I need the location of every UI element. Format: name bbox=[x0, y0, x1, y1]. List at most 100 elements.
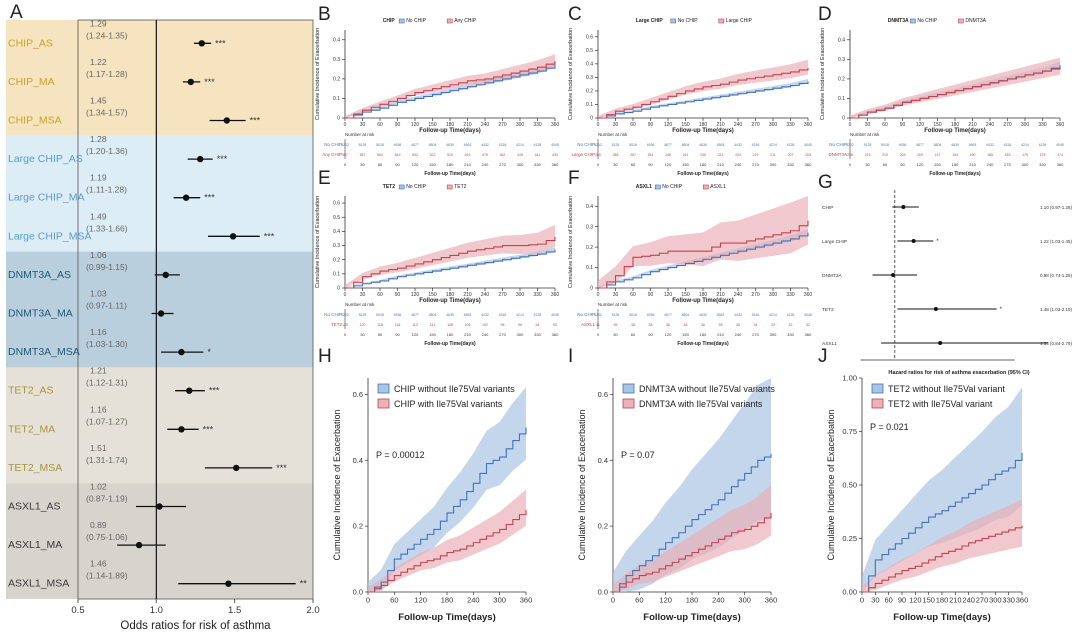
forest-significance: *** bbox=[217, 154, 228, 164]
risk-value-E: 94 bbox=[536, 323, 540, 327]
risk-value-B: 522 bbox=[430, 153, 436, 157]
forest-group-band-large bbox=[6, 135, 313, 252]
km-x-tick-label-F: 150 bbox=[681, 292, 690, 298]
forest-row-label: TET2_MSA bbox=[8, 462, 62, 474]
forest-row-or-value: 1.51 bbox=[90, 443, 107, 453]
risk-value-D: 190 bbox=[970, 153, 976, 157]
km-x-axis-label-I: Follow-up Time(days) bbox=[643, 612, 740, 623]
km-x-tick-label-F: 300 bbox=[769, 292, 778, 298]
km-legend-swatch-H bbox=[377, 383, 390, 394]
risk-x-tick-label-C: 270 bbox=[752, 162, 759, 167]
risk-x-tick-label-E: 270 bbox=[499, 332, 506, 337]
km-y-tick-label-B: 0 bbox=[337, 116, 340, 122]
km-x-tick-label-J: 300 bbox=[989, 596, 1002, 605]
km-x-tick-label-E: 360 bbox=[551, 292, 560, 298]
km-x-tick-label-B: 210 bbox=[463, 122, 472, 128]
forest-row-or-value: 1.45 bbox=[90, 96, 107, 106]
risk-value-E: 113 bbox=[412, 323, 418, 327]
risk-value-F: 4432 bbox=[734, 313, 742, 317]
hr-significance: * bbox=[1000, 307, 1003, 313]
km-x-axis-label-F: Follow-up Time(days) bbox=[672, 298, 734, 304]
km-x-tick-label-E: 30 bbox=[360, 292, 366, 298]
risk-x-tick-label-E: 240 bbox=[482, 332, 489, 337]
km-ci-band-E bbox=[345, 247, 555, 288]
km-y-tick-label-C: 0.5 bbox=[586, 48, 593, 54]
risk-x-tick-label-E: 150 bbox=[429, 332, 436, 337]
risk-value-C: 4639 bbox=[699, 143, 707, 147]
risk-value-E: 4214 bbox=[516, 313, 524, 317]
km-x-tick-label-D: 330 bbox=[1038, 122, 1047, 128]
km-x-tick-label-E: 240 bbox=[481, 292, 490, 298]
km-legend-swatch-I bbox=[622, 398, 635, 409]
km-y-tick-label-H: 0.2 bbox=[353, 522, 363, 531]
km-x-tick-label-J: 210 bbox=[949, 596, 962, 605]
risk-value-D: 4135 bbox=[1039, 143, 1047, 147]
risk-value-B: 4214 bbox=[516, 143, 524, 147]
km-y-axis-label-F: Cumulative Incidence of Exacerbation bbox=[568, 196, 574, 288]
risk-x-tick-label-D: 150 bbox=[934, 162, 941, 167]
risk-value-E: 92 bbox=[553, 323, 557, 327]
risk-x-tick-label-C: 210 bbox=[717, 162, 724, 167]
risk-value-D: 4639 bbox=[951, 143, 959, 147]
km-y-tick-label-E: 0.5 bbox=[333, 215, 340, 221]
risk-value-C: 4877 bbox=[664, 143, 672, 147]
risk-x-tick-label-E: 90 bbox=[395, 332, 400, 337]
km-y-tick-label-I: 0.0 bbox=[598, 588, 608, 597]
risk-value-C: 203 bbox=[805, 153, 811, 157]
risk-x-tick-label-D: 300 bbox=[1022, 162, 1029, 167]
km-legend-label-C: Large CHIP bbox=[726, 18, 753, 24]
km-y-axis-label-B: Cumulative Incidence of Exacerbation bbox=[315, 28, 321, 120]
forest-significance: *** bbox=[204, 77, 215, 87]
risk-x-tick-label-D: 30 bbox=[865, 162, 870, 167]
forest-row-label: DNMT3A_AS bbox=[8, 269, 71, 281]
km-y-tick-label-E: 0.3 bbox=[333, 243, 340, 249]
km-y-tick-label-B: 0.1 bbox=[333, 96, 340, 102]
risk-value-D: 185 bbox=[987, 153, 993, 157]
risk-value-C: 5018 bbox=[629, 143, 637, 147]
forest-group-band-chip bbox=[6, 20, 313, 136]
panel-letter-e: E bbox=[318, 168, 331, 189]
km-y-axis-label-E: Cumulative Incidence of Exacerbation bbox=[315, 196, 321, 288]
km-x-tick-label-C: 330 bbox=[786, 122, 795, 128]
forest-x-tick-label: 2.0 bbox=[306, 605, 319, 616]
hr-row-label: TET2 bbox=[822, 307, 834, 313]
risk-row-name-C: Large CHIP bbox=[571, 152, 595, 157]
km-x-tick-label-J: 90 bbox=[898, 596, 906, 605]
risk-x-tick-label-C: 0 bbox=[597, 162, 600, 167]
forest-significance: *** bbox=[203, 424, 214, 434]
forest-plot-odds-ratios: CHIP_AS1.29(1.24-1.35)***CHIP_MA1.22(1.1… bbox=[6, 18, 320, 632]
forest-group-band-dnmt bbox=[6, 251, 313, 368]
km-x-tick-label-E: 330 bbox=[533, 292, 542, 298]
forest-significance: *** bbox=[250, 116, 261, 126]
forest-row-label: ASXL1_MA bbox=[8, 539, 62, 551]
km-x-tick-label-C: 210 bbox=[716, 122, 725, 128]
risk-x-tick-label-D: 270 bbox=[1004, 162, 1011, 167]
risk-value-C: 5125 bbox=[612, 143, 620, 147]
risk-value-F: 4877 bbox=[664, 313, 672, 317]
km-line-B bbox=[345, 65, 556, 119]
risk-value-F: 38 bbox=[631, 323, 635, 327]
risk-value-F: 4316 bbox=[752, 313, 760, 317]
forest-row-label: Large CHIP_MA bbox=[8, 192, 84, 204]
km-line-C bbox=[598, 67, 809, 119]
km-y-axis-label-H: Cumulative Incidence of Exacerbation bbox=[332, 409, 342, 560]
risk-row-name-D: No CHIP bbox=[829, 142, 847, 147]
km-legend-swatch-C bbox=[670, 18, 677, 24]
forest-row-ci-text: (1.17-1.28) bbox=[86, 69, 128, 79]
km-ci-band-J bbox=[862, 499, 1022, 592]
km-x-tick-label-F: 120 bbox=[664, 292, 673, 298]
km-x-tick-label-E: 150 bbox=[428, 292, 437, 298]
risk-x-tick-label-B: 180 bbox=[447, 162, 454, 167]
forest-row-ci-text: (0.75-1.06) bbox=[86, 532, 128, 542]
risk-x-tick-label-C: 30 bbox=[613, 162, 618, 167]
forest-row-or-value: 1.02 bbox=[90, 482, 107, 492]
km-y-tick-label-D: 0.1 bbox=[838, 96, 845, 102]
risk-row-name-F: ASXL1 bbox=[581, 322, 596, 327]
risk-value-F: 4804 bbox=[682, 313, 690, 317]
risk-value-D: 194 bbox=[952, 153, 958, 157]
km-y-tick-label-F: 0.1 bbox=[586, 265, 593, 271]
forest-significance: ** bbox=[300, 579, 308, 589]
hr-point bbox=[911, 239, 916, 243]
risk-x-tick-label-E: 120 bbox=[412, 332, 419, 337]
km-y-axis-label-C: Cumulative Incidence of Exacerbation bbox=[568, 28, 574, 120]
